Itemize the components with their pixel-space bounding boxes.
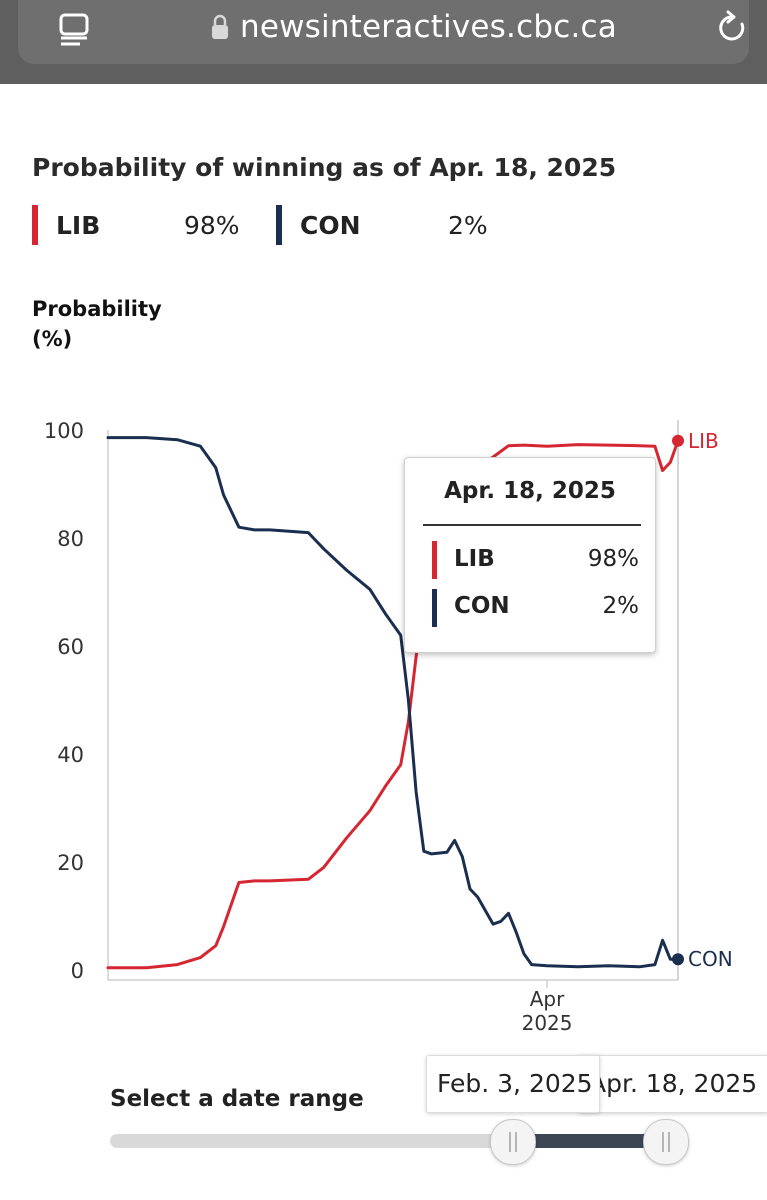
y-tick-label: 60: [57, 635, 84, 659]
tooltip-con-name: CON: [454, 593, 510, 619]
y-tick-label: 0: [71, 959, 84, 983]
legend-lib-value: 98%: [184, 211, 240, 240]
y-tick-label: 40: [57, 743, 84, 767]
y-tick-label: 20: [57, 851, 84, 875]
hover-tooltip: Apr. 18, 2025 LIB 98% CON 2%: [404, 457, 656, 653]
tooltip-date: Apr. 18, 2025: [444, 478, 616, 504]
grip-icon: [509, 1132, 511, 1152]
x-tick-label: 2025: [522, 1011, 573, 1035]
lock-icon: [212, 14, 228, 39]
url-text[interactable]: newsinteractives.cbc.ca: [240, 9, 617, 45]
tabs-icon[interactable]: [58, 12, 92, 48]
series-line-con[interactable]: [106, 436, 680, 969]
grip-icon: [668, 1132, 670, 1152]
y-tick-label: 100: [44, 419, 84, 443]
range-start-handle[interactable]: [490, 1119, 536, 1165]
range-end-label: Apr. 18, 2025: [578, 1055, 767, 1113]
y-axis-title: Probability (%): [32, 294, 172, 354]
end-label-con: CON: [688, 947, 733, 971]
y-axis-title-line2: (%): [32, 327, 73, 351]
series-line-lib[interactable]: [106, 439, 680, 970]
chart-title: Probability of winning as of Apr. 18, 20…: [32, 153, 617, 182]
legend-lib-name: LIB: [56, 211, 101, 240]
x-tick-label: Apr: [530, 987, 565, 1011]
tooltip-lib-value: 98%: [587, 546, 639, 572]
end-label-lib: LIB: [688, 429, 719, 453]
range-start-text: Feb. 3, 2025: [437, 1069, 593, 1098]
tooltip-divider: [423, 524, 641, 526]
legend-con-value: 2%: [448, 211, 488, 240]
date-range-title: Select a date range: [110, 1086, 364, 1112]
series-lines: [106, 436, 680, 970]
grip-icon: [662, 1132, 664, 1152]
tooltip-lib-name: LIB: [454, 546, 495, 572]
y-tick-label: 80: [57, 527, 84, 551]
y-axis-title-line1: Probability: [32, 297, 162, 321]
y-axis-ticks: 100 80 60 40 20 0: [44, 419, 84, 983]
range-end-handle[interactable]: [643, 1119, 689, 1165]
tooltip-con-swatch: [432, 589, 437, 627]
con-swatch: [276, 205, 282, 245]
tooltip-lib-swatch: [432, 541, 437, 579]
tooltip-con-value: 2%: [602, 593, 640, 619]
end-point-lib: [672, 434, 684, 447]
address-bar[interactable]: newsinteractives.cbc.ca: [18, 0, 749, 64]
browser-toolbar: newsinteractives.cbc.ca: [0, 0, 767, 84]
end-point-con: [672, 953, 684, 966]
legend-con-name: CON: [300, 211, 361, 240]
reload-icon[interactable]: [714, 10, 750, 46]
lib-swatch: [32, 205, 38, 245]
range-selected-fill[interactable]: [512, 1134, 667, 1148]
range-start-label: Feb. 3, 2025: [426, 1055, 600, 1113]
grip-icon: [515, 1132, 517, 1152]
range-end-text: Apr. 18, 2025: [589, 1069, 758, 1098]
end-marks: LIB CON: [672, 429, 733, 971]
